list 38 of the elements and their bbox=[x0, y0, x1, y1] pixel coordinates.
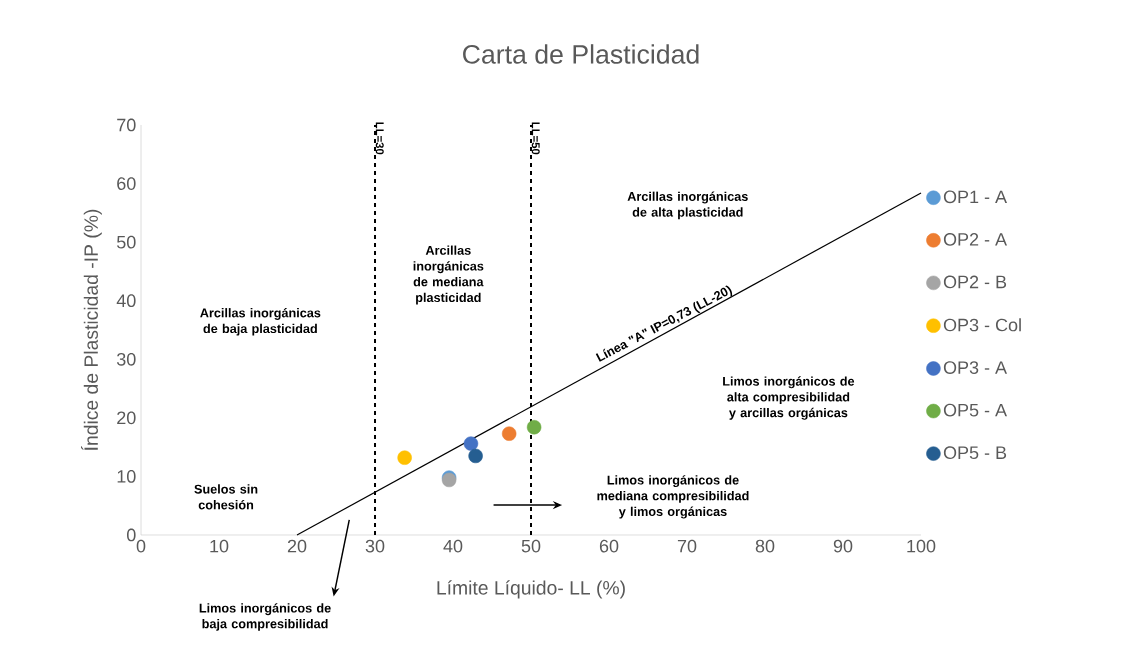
y-tick-label: 10 bbox=[117, 470, 136, 483]
ref-line-label: LL=50 bbox=[531, 122, 540, 155]
x-tick-label: 100 bbox=[907, 539, 936, 553]
x-tick-label: 20 bbox=[287, 539, 307, 553]
legend-label: OP3 - A bbox=[943, 361, 1008, 374]
legend-label: OP1 - A bbox=[943, 190, 1008, 204]
y-tick-label: 40 bbox=[116, 294, 136, 308]
x-axis-title: Límite Líquido- LL (%) bbox=[437, 580, 625, 599]
y-tick-label: 0 bbox=[127, 528, 136, 542]
annotation: Limos inorgánicos de alta compresibilidad y arcillas orgánicas bbox=[723, 376, 855, 420]
annotation: Limos inorgánicos de mediana compresibilidad y limos orgánicas bbox=[597, 475, 749, 519]
x-tick-label: 10 bbox=[210, 539, 229, 553]
x-tick-label: 90 bbox=[833, 539, 853, 553]
legend-label: OP5 - A bbox=[943, 403, 1008, 417]
x-tick-label: 0 bbox=[136, 539, 146, 553]
y-axis-title: Índice de Plasticidad -IP (%) bbox=[81, 209, 102, 451]
y-tick-label: 20 bbox=[117, 411, 136, 425]
x-tick-label: 70 bbox=[677, 539, 697, 553]
y-tick-label: 50 bbox=[116, 235, 136, 249]
annotation: Arcillas inorgánicas de alta plasticidad bbox=[627, 191, 748, 220]
x-tick-label: 80 bbox=[755, 539, 775, 553]
legend-label: OP3 - Col bbox=[943, 318, 1021, 332]
y-tick-label: 60 bbox=[117, 177, 136, 190]
legend-label: OP2 - A bbox=[943, 233, 1008, 246]
text: Limos inorgánicos de baja compresibilidad bbox=[199, 603, 331, 631]
y-tick-label: 70 bbox=[117, 118, 136, 132]
x-tick-label: 50 bbox=[521, 539, 541, 553]
x-tick-label: 30 bbox=[365, 539, 385, 553]
x-tick-label: 60 bbox=[599, 539, 619, 553]
annotation: Arcillas inorgánicas de baja plasticidad bbox=[200, 307, 321, 336]
y-tick-label: 30 bbox=[116, 352, 136, 366]
annotation: Suelos sin cohesión bbox=[194, 484, 258, 510]
chart-title: Carta de Plasticidad bbox=[463, 44, 699, 64]
annotation: Arcillas inorgánicas de mediana plasticidad bbox=[413, 245, 484, 305]
ref-line-label: LL=30 bbox=[375, 122, 384, 155]
legend-label: OP2 - B bbox=[943, 275, 1007, 289]
legend-label: OP5 - B bbox=[943, 446, 1007, 460]
x-tick-label: 40 bbox=[443, 539, 463, 553]
